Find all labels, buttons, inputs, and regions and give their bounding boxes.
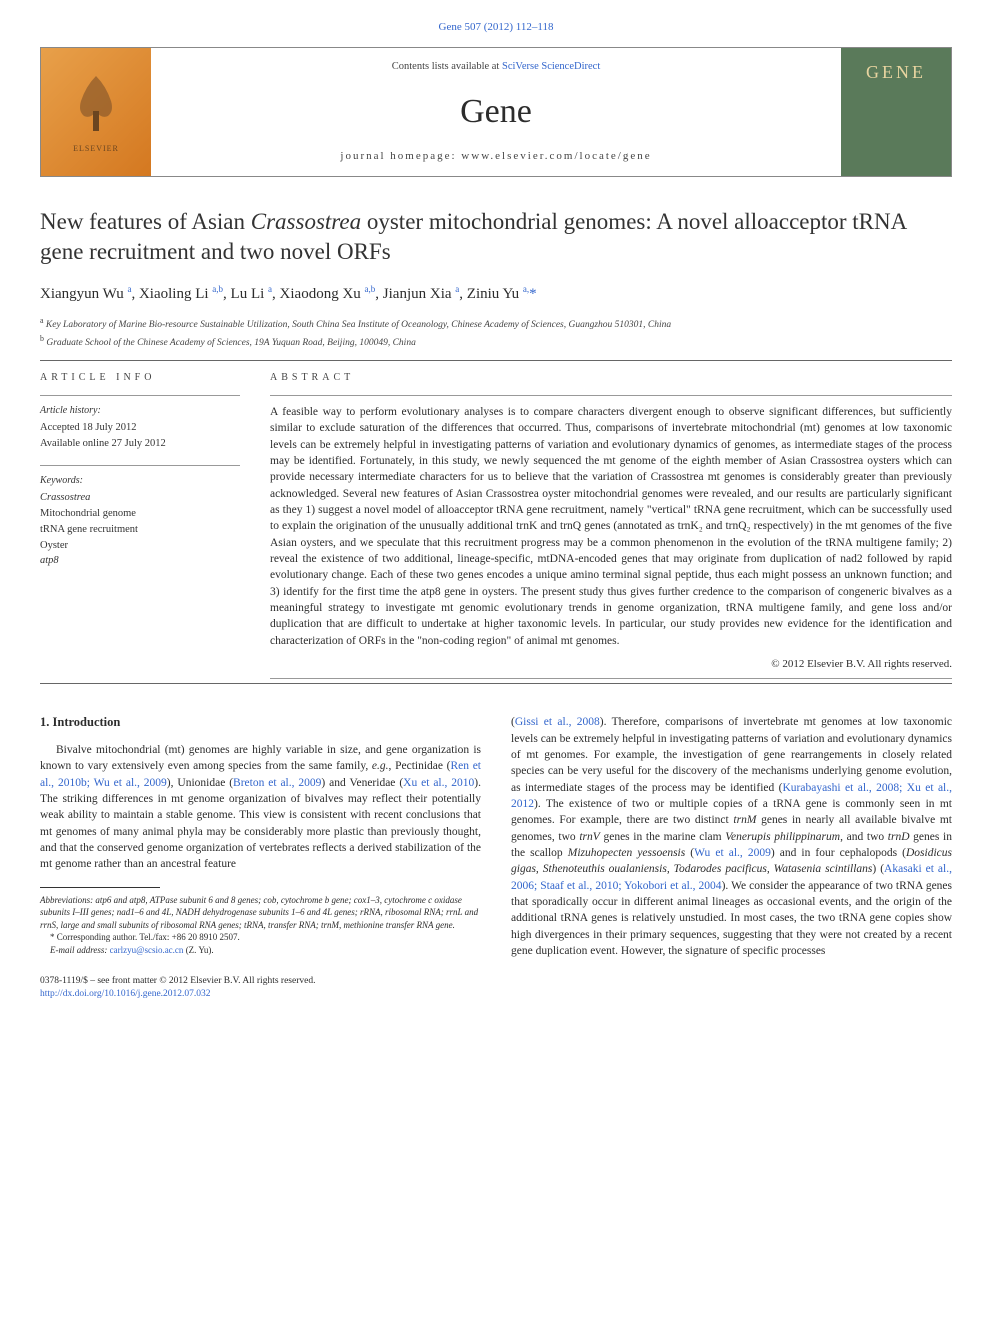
body-column-right: (Gissi et al., 2008). Therefore, compari… — [511, 714, 952, 1001]
accepted-date: Accepted 18 July 2012 — [40, 420, 240, 436]
elsevier-label: ELSEVIER — [73, 143, 119, 154]
info-abstract-section: ARTICLE INFO Article history: Accepted 1… — [40, 371, 952, 679]
abstract-text: A feasible way to perform evolutionary a… — [270, 404, 952, 649]
header-center: Contents lists available at SciVerse Sci… — [151, 48, 841, 176]
bottom-meta: 0378-1119/$ – see front matter © 2012 El… — [40, 975, 481, 1002]
online-date: Available online 27 July 2012 — [40, 436, 240, 452]
email-link[interactable]: carlzyu@scsio.ac.cn — [107, 945, 183, 955]
authors-list: Xiangyun Wu a, Xiaoling Li a,b, Lu Li a,… — [40, 283, 952, 305]
copyright-line: © 2012 Elsevier B.V. All rights reserved… — [270, 657, 952, 672]
keyword: Mitochondrial genome — [40, 506, 240, 522]
affiliation: b Graduate School of the Chinese Academy… — [40, 333, 952, 350]
body-columns: 1. Introduction Bivalve mitochondrial (m… — [40, 714, 952, 1001]
elsevier-tree-icon — [66, 71, 126, 141]
footnote-divider — [40, 887, 160, 888]
abstract-column: ABSTRACT A feasible way to perform evolu… — [270, 371, 952, 679]
divider — [40, 683, 952, 684]
journal-homepage: journal homepage: www.elsevier.com/locat… — [171, 149, 821, 164]
author: , Lu Li — [223, 286, 268, 302]
corresponding-footnote: * Corresponding author. Tel./fax: +86 20… — [40, 931, 481, 944]
citation-link[interactable]: Gissi et al., 2008 — [515, 716, 600, 728]
contents-line: Contents lists available at SciVerse Sci… — [171, 60, 821, 75]
section-heading: 1. Introduction — [40, 714, 481, 732]
doi-link[interactable]: http://dx.doi.org/10.1016/j.gene.2012.07… — [40, 988, 481, 1001]
sciencedirect-link[interactable]: SciVerse ScienceDirect — [502, 61, 600, 72]
keyword: tRNA gene recruitment — [40, 522, 240, 538]
divider — [40, 465, 240, 466]
journal-header: ELSEVIER Contents lists available at Sci… — [40, 47, 952, 177]
keyword: Oyster — [40, 538, 240, 554]
citation-text: Gene 507 (2012) 112–118 — [439, 21, 554, 33]
author: Xiangyun Wu — [40, 286, 127, 302]
email-footnote: E-mail address: carlzyu@scsio.ac.cn (Z. … — [40, 944, 481, 957]
author: , Jianjun Xia — [375, 286, 455, 302]
citation-link[interactable]: Breton et al., 2009 — [233, 777, 321, 789]
elsevier-logo: ELSEVIER — [41, 48, 151, 176]
keyword: atp8 — [40, 553, 240, 569]
citation-link[interactable]: Wu et al., 2009 — [694, 847, 771, 859]
body-paragraph: Bivalve mitochondrial (mt) genomes are h… — [40, 742, 481, 873]
article-title: New features of Asian Crassostrea oyster… — [40, 207, 952, 267]
abbreviations-footnote: Abbreviations: atp6 and atp8, ATPase sub… — [40, 894, 481, 932]
author: , Xiaoling Li — [131, 286, 212, 302]
author: , Ziniu Yu — [459, 286, 523, 302]
journal-name: Gene — [171, 88, 821, 136]
divider — [40, 360, 952, 361]
divider — [270, 678, 952, 679]
article-info-heading: ARTICLE INFO — [40, 371, 240, 385]
divider — [270, 395, 952, 396]
article-info: ARTICLE INFO Article history: Accepted 1… — [40, 371, 240, 679]
affiliation: a Key Laboratory of Marine Bio-resource … — [40, 315, 952, 332]
keywords-label: Keywords: — [40, 474, 240, 488]
body-column-left: 1. Introduction Bivalve mitochondrial (m… — [40, 714, 481, 1001]
issn-line: 0378-1119/$ – see front matter © 2012 El… — [40, 975, 481, 988]
keywords-block: Keywords: Crassostrea Mitochondrial geno… — [40, 465, 240, 569]
affiliations: a Key Laboratory of Marine Bio-resource … — [40, 315, 952, 350]
body-paragraph: (Gissi et al., 2008). Therefore, compari… — [511, 714, 952, 959]
author: , Xiaodong Xu — [272, 286, 365, 302]
history-label: Article history: — [40, 404, 240, 418]
abstract-heading: ABSTRACT — [270, 371, 952, 385]
citation-link[interactable]: Xu et al., 2010 — [403, 777, 474, 789]
citation-header: Gene 507 (2012) 112–118 — [40, 20, 952, 35]
journal-cover: GENE — [841, 48, 951, 176]
divider — [40, 395, 240, 396]
gene-badge: GENE — [866, 60, 926, 85]
corresponding-star: * — [529, 286, 537, 302]
keyword: Crassostrea — [40, 490, 240, 506]
